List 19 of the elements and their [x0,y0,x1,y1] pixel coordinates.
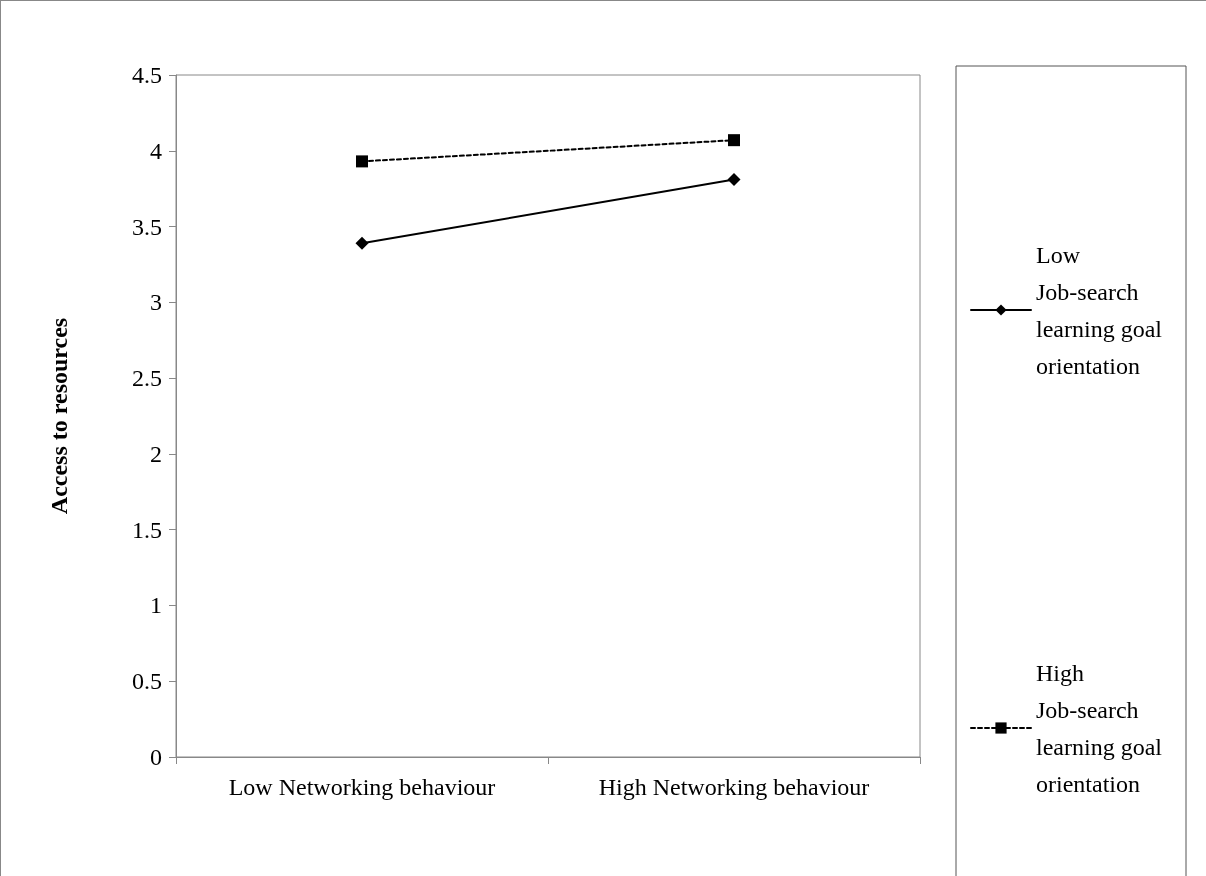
x-tick-label: High Networking behaviour [598,774,870,800]
point [356,155,368,168]
y-tick-label: 4.5 [132,62,162,88]
point [727,173,741,187]
y-tick-label: 1 [150,592,162,619]
y-tick-label: 2 [150,440,162,467]
y-tick-label: 0.5 [132,668,162,695]
y-tick-label: 3.5 [132,213,162,240]
legend-label: High Job-search learning goal orientation [1036,659,1168,797]
legend-label: Low Job-search learning goal orientation [1036,241,1168,379]
y-tick-label: 0 [150,744,162,770]
y-axis-title: Access to resources [46,317,72,515]
point [355,236,369,250]
y-tick-label: 1.5 [132,516,162,543]
y-tick-label: 4 [150,137,162,164]
y-tick-label: 2.5 [132,365,162,392]
x-tick-label: Low Networking behaviour [228,774,496,800]
y-tick-label: 3 [150,289,162,316]
point [728,134,740,147]
